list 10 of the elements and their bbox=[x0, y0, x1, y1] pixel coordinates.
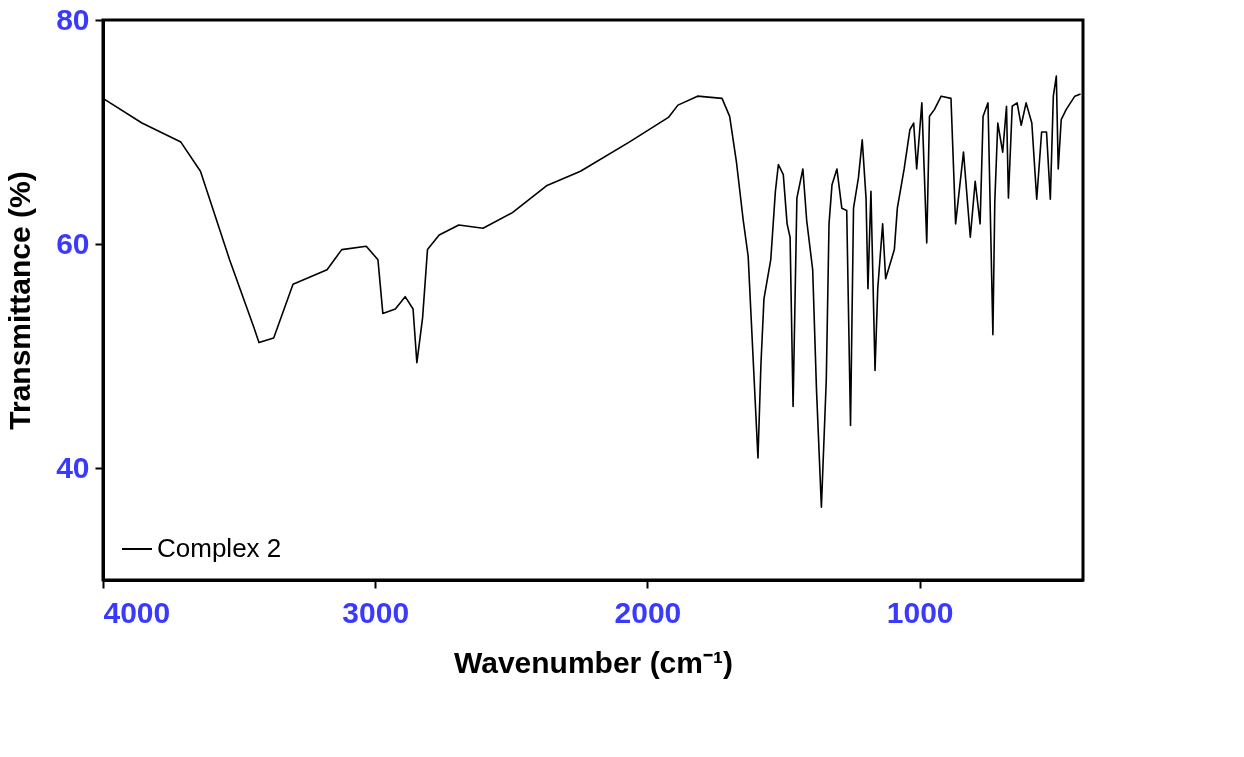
x-tick-label: 2000 bbox=[614, 595, 682, 629]
x-tick-label: 3000 bbox=[342, 595, 410, 629]
legend-label: Complex 2 bbox=[157, 533, 282, 563]
y-tick-label: 60 bbox=[56, 226, 90, 260]
x-axis-title: Wavenumber (cm⁻¹) bbox=[454, 645, 733, 679]
y-axis-title: Transmittance (%) bbox=[3, 171, 37, 430]
y-tick-label: 40 bbox=[56, 450, 90, 484]
x-tick-label: 1000 bbox=[886, 595, 954, 629]
x-tick-label: 4000 bbox=[103, 595, 171, 629]
y-tick-label: 80 bbox=[56, 2, 90, 36]
